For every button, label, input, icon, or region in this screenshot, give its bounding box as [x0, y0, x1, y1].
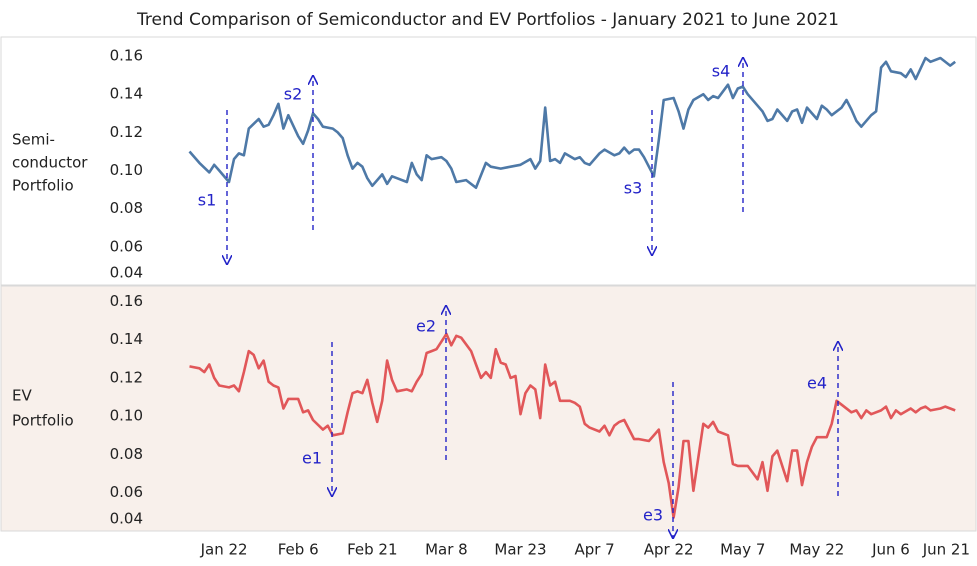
y-tick-label: 0.12 [110, 123, 143, 141]
y-tick-label: 0.14 [110, 85, 143, 103]
x-tick-label: Apr 7 [574, 541, 614, 559]
panels [0, 36, 977, 532]
y-tick-label: 0.08 [110, 445, 143, 463]
x-tick-label: May 7 [720, 541, 765, 559]
chart-title: Trend Comparison of Semiconductor and EV… [136, 10, 839, 30]
panel-background [0, 285, 977, 532]
panel-background [0, 36, 977, 286]
y-tick-label: 0.16 [110, 292, 143, 310]
y-tick-label: 0.06 [110, 483, 143, 501]
annotation-label: s3 [624, 179, 643, 198]
data-line [189, 332, 956, 519]
y-tick-label: 0.12 [110, 368, 143, 386]
x-tick-label: Mar 23 [494, 541, 546, 559]
annotation-label: s2 [284, 85, 303, 104]
x-tick-label: Apr 22 [644, 541, 694, 559]
y-axis-label: conductor [12, 154, 88, 172]
y-tick-label: 0.14 [110, 330, 143, 348]
y-tick-label: 0.04 [110, 264, 143, 282]
y-axis-label: EV [12, 387, 32, 405]
annotation-label: e3 [643, 506, 663, 525]
y-tick-label: 0.10 [110, 161, 143, 179]
annotation-label: e2 [416, 317, 436, 336]
y-tick-label: 0.10 [110, 407, 143, 425]
data-line [188, 56, 956, 189]
y-axis-label: Portfolio [12, 412, 74, 430]
annotation-label: s1 [198, 191, 217, 210]
x-tick-label: Jan 22 [200, 541, 248, 559]
annotation-label: s4 [712, 62, 731, 81]
x-tick-label: Mar 8 [425, 541, 468, 559]
x-tick-label: May 22 [789, 541, 844, 559]
x-tick-label: Jun 21 [922, 541, 970, 559]
y-tick-label: 0.08 [110, 199, 143, 217]
y-axis-label: Portfolio [12, 177, 74, 195]
x-tick-label: Feb 21 [347, 541, 397, 559]
y-tick-label: 0.06 [110, 237, 143, 255]
y-tick-label: 0.16 [110, 47, 143, 65]
x-tick-label: Feb 6 [278, 541, 319, 559]
annotation-label: e1 [302, 449, 322, 468]
annotation-label: e4 [807, 374, 827, 393]
y-axis-label: Semi- [12, 131, 55, 149]
x-tick-label: Jun 6 [871, 541, 910, 559]
y-tick-label: 0.04 [110, 510, 143, 528]
